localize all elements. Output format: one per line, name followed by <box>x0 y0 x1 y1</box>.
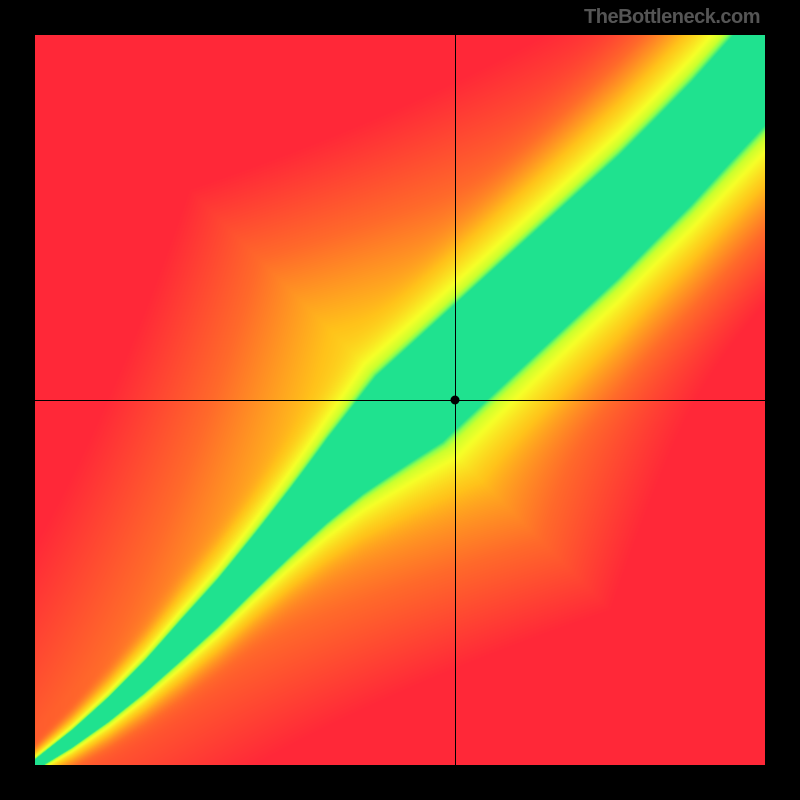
watermark-text: TheBottleneck.com <box>584 6 760 29</box>
figure-container: TheBottleneck.com <box>0 0 800 800</box>
plot-area <box>35 35 765 765</box>
crosshair-marker <box>450 396 459 405</box>
crosshair-horizontal <box>35 400 765 401</box>
